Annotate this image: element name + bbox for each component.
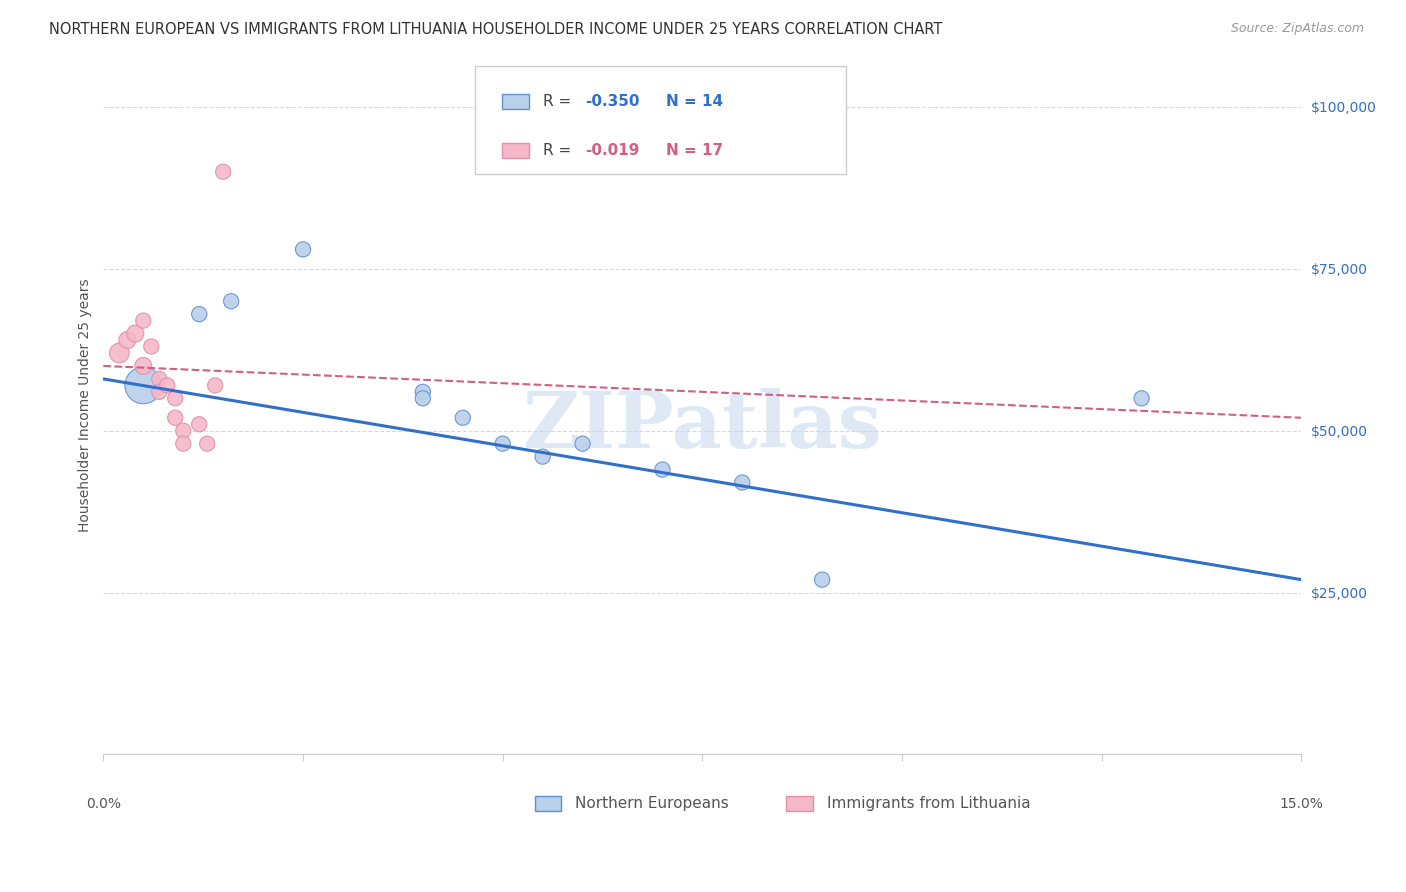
Point bbox=[1130, 392, 1153, 406]
Y-axis label: Householder Income Under 25 years: Householder Income Under 25 years bbox=[79, 278, 93, 532]
Point bbox=[651, 462, 673, 476]
Text: R =: R = bbox=[543, 94, 576, 109]
Point bbox=[195, 436, 218, 450]
Point bbox=[212, 164, 235, 178]
Point bbox=[148, 384, 170, 399]
Point bbox=[219, 294, 242, 309]
Point bbox=[731, 475, 754, 490]
Point bbox=[188, 417, 211, 432]
Point bbox=[132, 359, 155, 373]
Point bbox=[117, 333, 139, 347]
Text: NORTHERN EUROPEAN VS IMMIGRANTS FROM LITHUANIA HOUSEHOLDER INCOME UNDER 25 YEARS: NORTHERN EUROPEAN VS IMMIGRANTS FROM LIT… bbox=[49, 22, 942, 37]
Text: -0.019: -0.019 bbox=[585, 143, 640, 158]
FancyBboxPatch shape bbox=[502, 143, 529, 158]
Point bbox=[451, 410, 474, 425]
Point bbox=[156, 378, 179, 392]
Point bbox=[141, 339, 163, 353]
Point bbox=[108, 346, 131, 360]
Point bbox=[811, 573, 834, 587]
Text: 0.0%: 0.0% bbox=[86, 797, 121, 811]
FancyBboxPatch shape bbox=[786, 796, 813, 811]
Point bbox=[188, 307, 211, 321]
Point bbox=[165, 392, 187, 406]
FancyBboxPatch shape bbox=[502, 94, 529, 109]
Point bbox=[132, 313, 155, 327]
FancyBboxPatch shape bbox=[534, 796, 561, 811]
Text: Northern Europeans: Northern Europeans bbox=[575, 796, 730, 811]
Point bbox=[172, 436, 194, 450]
Text: Immigrants from Lithuania: Immigrants from Lithuania bbox=[827, 796, 1031, 811]
Point bbox=[204, 378, 226, 392]
Point bbox=[571, 436, 593, 450]
Text: Source: ZipAtlas.com: Source: ZipAtlas.com bbox=[1230, 22, 1364, 36]
Text: N = 14: N = 14 bbox=[666, 94, 724, 109]
Text: R =: R = bbox=[543, 143, 576, 158]
Point bbox=[492, 436, 515, 450]
Text: N = 17: N = 17 bbox=[666, 143, 724, 158]
Point bbox=[412, 384, 434, 399]
Text: -0.350: -0.350 bbox=[585, 94, 640, 109]
Point bbox=[531, 450, 554, 464]
Text: ZIPatlas: ZIPatlas bbox=[523, 388, 882, 464]
Point bbox=[132, 378, 155, 392]
Text: 15.0%: 15.0% bbox=[1279, 797, 1323, 811]
Point bbox=[292, 243, 315, 257]
FancyBboxPatch shape bbox=[475, 66, 846, 174]
Point bbox=[172, 424, 194, 438]
Point bbox=[148, 372, 170, 386]
Point bbox=[165, 410, 187, 425]
Point bbox=[124, 326, 146, 341]
Point bbox=[412, 392, 434, 406]
